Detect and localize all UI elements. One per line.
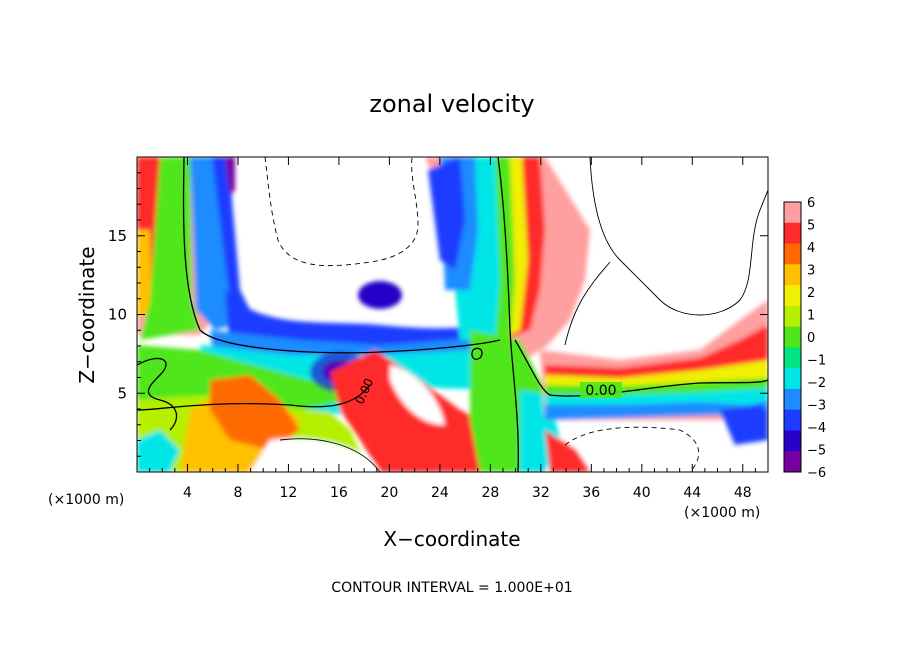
- field-lower-left-cyan-spot: [137, 430, 180, 472]
- contour-label-right: 0.00: [585, 383, 616, 399]
- colorbar-swatch: [784, 305, 801, 328]
- chart-title: zonal velocity: [369, 90, 534, 118]
- colorbar-swatch: [784, 264, 801, 286]
- contour-label-right-bg: [580, 382, 622, 398]
- dashed-contour-upper-mid: [264, 157, 419, 267]
- x-tick-label: 32: [532, 485, 550, 501]
- y-tick-label: 15: [108, 227, 127, 245]
- colorbar-swatch: [784, 347, 801, 369]
- colorbar-label: 3: [807, 264, 815, 279]
- colorbar-swatch: [784, 451, 801, 473]
- colorbar-label: 5: [807, 219, 815, 234]
- field-left-jet-blue: [190, 157, 250, 330]
- y-axis-title: Z−coordinate: [75, 246, 99, 383]
- thin-contour-right-upper: [589, 157, 768, 316]
- zero-contour-lower-left: [137, 384, 371, 411]
- field-lower-left-pink: [390, 365, 445, 425]
- x-tick-label: 40: [633, 485, 651, 501]
- colorbar-swatch: [784, 409, 801, 431]
- colorbar-label: 4: [807, 241, 815, 256]
- field-right-band-darkblue: [720, 405, 768, 445]
- x-tick-label: 44: [683, 485, 701, 501]
- x-tick-label: 20: [380, 485, 398, 501]
- colorbar-label: −6: [807, 466, 826, 481]
- zero-contour-small-loop: [471, 347, 483, 360]
- colorbar-frame: [783, 201, 802, 473]
- x-tick-label: 48: [734, 485, 752, 501]
- thin-contour-right-inner: [564, 261, 611, 346]
- colorbar-label: 0: [807, 331, 815, 346]
- colorbar-swatch: [784, 222, 801, 245]
- y-tick-label: 5: [117, 384, 127, 402]
- colorbar-label: −5: [807, 444, 826, 459]
- contour-interval-note: CONTOUR INTERVAL = 1.000E+01: [331, 580, 572, 596]
- field-left-jet-orange: [137, 230, 152, 320]
- colorbar: 6 5 4 3 2 1 0 −1 −2 −3 −4 −5 −6: [783, 196, 826, 481]
- field-center-jet-lower-red: [545, 430, 590, 472]
- x-unit-right: (×1000 m): [684, 505, 760, 521]
- colorbar-swatch: [784, 368, 801, 390]
- x-unit-left: (×1000 m): [48, 492, 124, 508]
- colorbar-swatch: [784, 430, 801, 452]
- field-left-jet-purple: [225, 157, 235, 195]
- colorbar-swatch: [784, 243, 801, 265]
- colorbar-label: 2: [807, 286, 815, 301]
- colorbar-label: −3: [807, 399, 826, 414]
- colorbar-label: −1: [807, 354, 826, 369]
- colorbar-swatch: [784, 285, 801, 307]
- zero-contour-left-loop: [137, 357, 178, 431]
- x-axis-title: X−coordinate: [383, 527, 520, 551]
- colorbar-swatch: [784, 326, 801, 348]
- x-tick-label: 36: [582, 485, 600, 501]
- field-lower-left-red: [210, 375, 300, 450]
- colorbar-label: −4: [807, 421, 826, 436]
- thin-contour-lower-left: [279, 438, 381, 472]
- x-tick-label: 4: [183, 485, 192, 501]
- x-tick-label: 8: [233, 485, 242, 501]
- zero-contour-center-jet: [497, 157, 519, 472]
- colorbar-swatch: [784, 202, 801, 224]
- zero-contour-left-jet: [182, 157, 501, 354]
- x-tick-label: 28: [481, 485, 499, 501]
- field-isolated-blob: [358, 281, 402, 309]
- dashed-contour-lower-right: [564, 426, 700, 472]
- y-tick-label: 10: [108, 306, 127, 324]
- field-left-jet-green: [140, 157, 200, 340]
- x-tick-label: 16: [330, 485, 348, 501]
- colorbar-label: 1: [807, 309, 815, 324]
- colorbar-swatch: [784, 388, 801, 411]
- x-tick-label: 24: [431, 485, 449, 501]
- zonal-velocity-field: [137, 157, 768, 472]
- field-right-band-blue: [545, 400, 768, 440]
- x-tick-label: 12: [280, 485, 298, 501]
- field-lower-left-white: [250, 438, 380, 472]
- colorbar-label: −2: [807, 376, 826, 391]
- axis-ticks: [137, 157, 768, 472]
- field-center-jet-darkblue: [428, 157, 465, 270]
- field-left-jet-darkblue: [212, 157, 255, 320]
- colorbar-label: 6: [807, 196, 815, 211]
